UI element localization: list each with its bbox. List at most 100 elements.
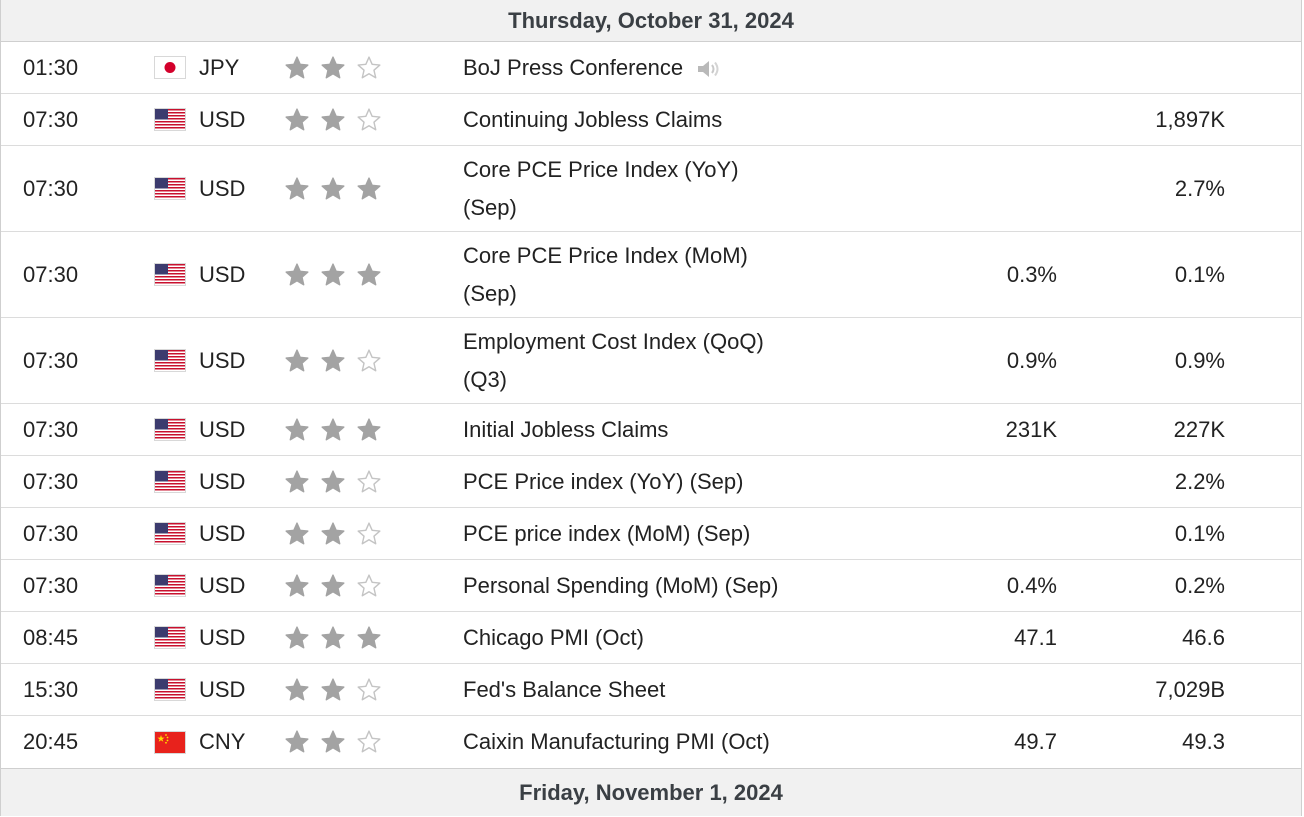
currency-code: USD <box>199 261 246 287</box>
previous-value <box>1071 42 1225 93</box>
event-time: 15:30 <box>23 676 79 702</box>
star-filled-icon <box>320 521 356 547</box>
event-row[interactable]: 20:45 CNY Caixin Manufacturing PMI (Oct) 49… <box>1 716 1301 769</box>
star-filled-icon <box>284 625 320 651</box>
event-row[interactable]: 07:30 USD Employment Cost Index (QoQ) (Q3)… <box>1 318 1301 404</box>
us-flag-icon <box>155 612 187 663</box>
star-filled-icon <box>320 107 356 133</box>
event-cell: Employment Cost Index (QoQ) (Q3) <box>463 318 823 403</box>
event-row[interactable]: 08:45 USD Chicago PMI (Oct) 47.1 46.6 <box>1 612 1301 664</box>
forecast-value <box>901 664 1057 715</box>
star-filled-icon <box>284 107 320 133</box>
us-flag-icon <box>155 456 187 507</box>
star-empty-icon <box>356 521 392 547</box>
event-row[interactable]: 07:30 USD Core PCE Price Index (YoY) (Sep)… <box>1 146 1301 232</box>
importance-rating <box>284 560 394 611</box>
event-name[interactable]: Caixin Manufacturing PMI (Oct) <box>463 729 770 754</box>
speaker-icon[interactable] <box>695 58 721 80</box>
event-name[interactable]: Core PCE Price Index (YoY) (Sep) <box>463 156 739 220</box>
event-cell: Fed's Balance Sheet <box>463 664 823 715</box>
previous-value: 0.1% <box>1174 261 1225 287</box>
cn-flag-icon <box>155 716 187 768</box>
event-row[interactable]: 07:30 USD Initial Jobless Claims 231K 227K <box>1 404 1301 456</box>
event-row[interactable]: 07:30 USD PCE price index (MoM) (Sep) 0.1% <box>1 508 1301 560</box>
forecast-value <box>901 94 1057 145</box>
event-time: 07:30 <box>23 261 79 287</box>
event-row[interactable]: 07:30 USD Core PCE Price Index (MoM) (Sep)… <box>1 232 1301 318</box>
currency-code: USD <box>199 347 246 373</box>
star-filled-icon <box>320 469 356 495</box>
star-empty-icon <box>356 55 392 81</box>
star-empty-icon <box>356 573 392 599</box>
event-row[interactable]: 01:30 JPY BoJ Press Conference <box>1 42 1301 94</box>
forecast-value: 0.3% <box>1006 261 1057 287</box>
star-filled-icon <box>284 521 320 547</box>
currency-code: JPY <box>199 54 240 80</box>
importance-rating <box>284 508 394 559</box>
event-name[interactable]: Fed's Balance Sheet <box>463 676 666 702</box>
previous-value: 0.1% <box>1174 520 1225 546</box>
currency-code: USD <box>199 676 246 702</box>
event-name[interactable]: BoJ Press Conference <box>463 54 684 80</box>
event-time: 07:30 <box>23 520 79 546</box>
event-name[interactable]: Personal Spending (MoM) (Sep) <box>463 572 779 598</box>
event-time: 01:30 <box>23 54 79 80</box>
forecast-value: 49.7 <box>1014 729 1057 754</box>
star-filled-icon <box>284 573 320 599</box>
star-filled-icon <box>320 729 356 755</box>
star-filled-icon <box>284 469 320 495</box>
event-cell: Chicago PMI (Oct) <box>463 612 823 663</box>
event-time: 07:30 <box>23 175 79 201</box>
importance-rating <box>284 94 394 145</box>
event-cell: Core PCE Price Index (YoY) (Sep) <box>463 146 823 231</box>
importance-rating <box>284 42 394 93</box>
event-name[interactable]: Chicago PMI (Oct) <box>463 624 644 650</box>
importance-rating <box>284 456 394 507</box>
star-filled-icon <box>320 55 356 81</box>
star-filled-icon <box>284 176 320 202</box>
star-filled-icon <box>320 417 356 443</box>
previous-value: 0.9% <box>1174 347 1225 373</box>
currency-code: USD <box>199 175 246 201</box>
previous-value: 227K <box>1173 416 1225 442</box>
us-flag-icon <box>155 232 187 317</box>
forecast-value <box>901 456 1057 507</box>
event-cell: Personal Spending (MoM) (Sep) <box>463 560 823 611</box>
event-name[interactable]: Employment Cost Index (QoQ) (Q3) <box>463 328 764 392</box>
star-filled-icon <box>356 417 392 443</box>
star-filled-icon <box>320 573 356 599</box>
star-filled-icon <box>284 729 320 755</box>
event-time: 07:30 <box>23 572 79 598</box>
star-filled-icon <box>320 176 356 202</box>
event-name[interactable]: Continuing Jobless Claims <box>463 106 723 132</box>
forecast-value: 0.9% <box>1006 347 1057 373</box>
star-filled-icon <box>356 262 392 288</box>
us-flag-icon <box>155 404 187 455</box>
star-filled-icon <box>356 176 392 202</box>
event-name[interactable]: Initial Jobless Claims <box>463 416 669 442</box>
importance-rating <box>284 318 394 403</box>
event-time: 07:30 <box>23 468 79 494</box>
event-name[interactable]: PCE Price index (YoY) (Sep) <box>463 468 744 494</box>
event-cell: Initial Jobless Claims <box>463 404 823 455</box>
event-name[interactable]: PCE price index (MoM) (Sep) <box>463 520 751 546</box>
event-time: 08:45 <box>23 624 79 650</box>
event-cell: Caixin Manufacturing PMI (Oct) <box>463 716 823 768</box>
event-time: 20:45 <box>23 729 79 754</box>
event-row[interactable]: 07:30 USD PCE Price index (YoY) (Sep) 2.2% <box>1 456 1301 508</box>
us-flag-icon <box>155 560 187 611</box>
us-flag-icon <box>155 146 187 231</box>
event-row[interactable]: 07:30 USD Continuing Jobless Claims 1,897K <box>1 94 1301 146</box>
event-row[interactable]: 15:30 USD Fed's Balance Sheet 7,029B <box>1 664 1301 716</box>
currency-code: CNY <box>199 729 246 754</box>
currency-code: USD <box>199 106 246 132</box>
event-row[interactable]: 07:30 USD Personal Spending (MoM) (Sep) 0.4… <box>1 560 1301 612</box>
star-filled-icon <box>356 625 392 651</box>
us-flag-icon <box>155 664 187 715</box>
importance-rating <box>284 146 394 231</box>
event-name[interactable]: Core PCE Price Index (MoM) (Sep) <box>463 242 748 306</box>
importance-rating <box>284 232 394 317</box>
previous-value: 49.3 <box>1182 729 1225 754</box>
previous-value: 7,029B <box>1155 676 1225 702</box>
